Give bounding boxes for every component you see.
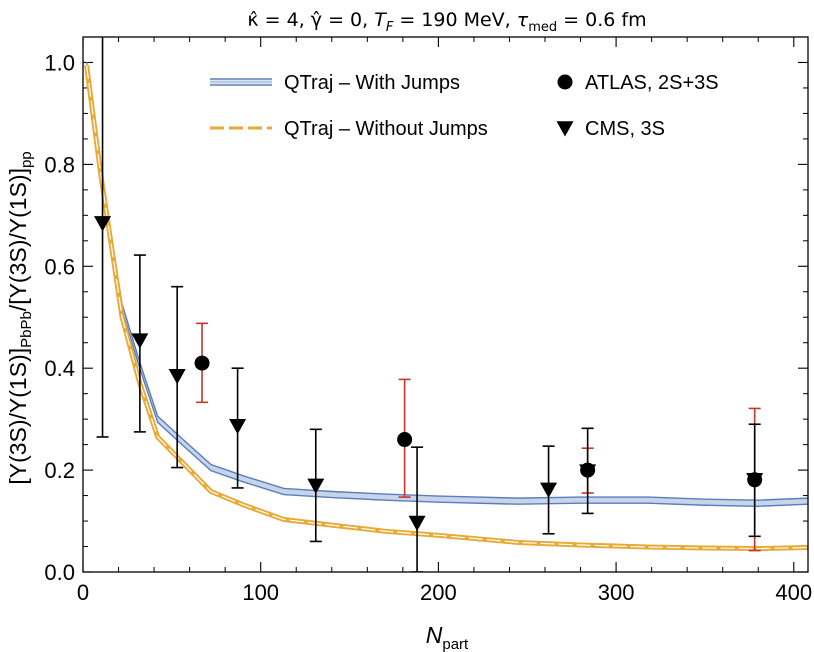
x-axis-label: Npart [426,622,469,652]
y-tick-label: 0.4 [44,356,75,381]
y-tick-label: 0.2 [44,458,75,483]
triangle-marker [579,464,597,480]
cms-point [94,37,112,438]
y-tick-label: 0.6 [44,254,75,279]
legend-label: QTraj – Without Jumps [284,118,488,140]
y-axis-label: [Υ(3S)/Υ(1S)]PbPb/[Υ(3S)/Υ(1S)]pp [5,151,35,484]
legend-swatch-atlas [557,74,573,90]
atlas-point [397,378,413,498]
y-tick-label: 1.0 [44,50,75,75]
legend-label: ATLAS, 2S+3S [585,72,719,94]
cms-point [579,427,597,515]
without-jumps-dash-line [85,64,808,550]
triangle-marker [229,418,247,435]
cms-point [168,285,186,469]
x-tick-label: 0 [77,580,89,605]
triangle-marker [94,216,112,232]
legend-label: CMS, 3S [585,118,665,140]
triangle-marker [746,472,764,489]
x-tick-label: 200 [420,580,457,605]
x-tick-label: 300 [598,580,635,605]
triangle-marker [168,369,186,385]
atlas-point [194,322,210,404]
plot-area [84,37,808,572]
cms-point [131,254,149,433]
legend-label: QTraj – With Jumps [284,72,460,94]
y-tick-label: 0.0 [44,560,75,585]
legend: QTraj – With Jumps QTraj – Without Jumps A… [210,72,719,140]
triangle-marker [540,482,558,498]
triangle-marker [408,515,426,532]
cms-point [307,428,325,543]
legend-swatch-cms [556,121,574,137]
plot-frame [82,36,809,573]
triangle-marker [131,333,149,349]
cms-point [408,446,426,572]
triangle-marker [307,478,325,494]
axis-ticks: 0 100 200 300 400 0.0 0.2 0.4 0.6 0.8 1.0 [44,37,812,605]
with-jumps-lower-line [85,67,808,507]
with-jumps-upper-line [85,61,808,501]
circle-marker [397,432,413,448]
chart-title: κ̂ = 4, γ̂ = 0, TF = 190 MeV, τmed = 0.6… [247,9,646,35]
x-tick-label: 100 [242,580,279,605]
cms-point [540,445,558,535]
cms-point [746,423,764,538]
circle-marker [194,355,210,371]
y-tick-label: 0.8 [44,152,75,177]
cms-point [229,367,247,489]
x-tick-label: 400 [775,580,812,605]
